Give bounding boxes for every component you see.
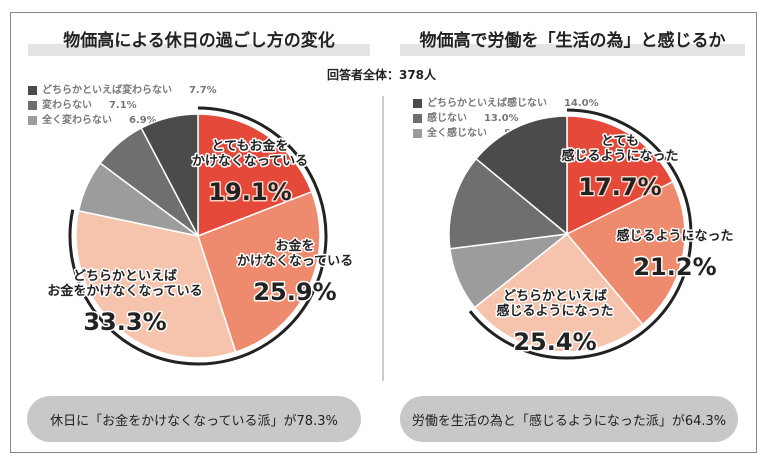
pie-slice — [565, 180, 686, 326]
legend-item: どちらかといえば感じない 14.0% — [413, 96, 599, 111]
slice-label: かけなくなっている — [192, 154, 308, 169]
slice-label: かけなくなっている — [237, 254, 353, 269]
pie-slice — [566, 115, 674, 236]
pie-slice — [473, 232, 644, 353]
legend-swatch — [28, 116, 37, 125]
left-chart-title: 物価高による休日の過ごし方の変化 — [28, 28, 370, 56]
legend-item: 全く変わらない 6.9% — [28, 113, 217, 128]
slice-label: 感じるようになった — [561, 148, 678, 164]
slice-label: どちらかといえば — [73, 269, 177, 284]
slice-value: 21.2% — [633, 253, 716, 281]
pie-slice — [448, 157, 569, 250]
slice-value: 17.7% — [578, 173, 661, 201]
slice-value: 33.3% — [83, 308, 166, 336]
frame — [10, 12, 757, 453]
legend-swatch — [413, 99, 422, 108]
slice-label: とても — [601, 134, 639, 149]
pie-slice — [475, 115, 568, 236]
respondent-count: 回答者全体：378人 — [326, 68, 437, 82]
legend-swatch — [413, 129, 422, 138]
legend-swatch — [28, 86, 37, 95]
right-chart-title: 物価高で労働を「生活の為」と感じるか — [400, 28, 745, 56]
slice-label: お金をかけなくなっている — [47, 283, 202, 299]
right-summary: 労働を生活の為と「感じるようになった派」が64.3% — [400, 396, 738, 442]
slice-label: とてもお金を — [212, 138, 289, 154]
slice-label: お金を — [275, 238, 314, 254]
left-summary: 休日に「お金をかけなくなっている派」が78.3% — [27, 396, 361, 442]
slice-label: 感じるようになった — [496, 303, 613, 319]
slice-label: どちらかといえば — [503, 289, 607, 304]
pie-slice — [197, 113, 313, 238]
highlight-arc — [68, 106, 328, 366]
slice-value: 25.9% — [253, 278, 336, 306]
legend-swatch — [413, 114, 422, 123]
slice-label: 感じるようになった — [616, 228, 733, 244]
divider — [382, 96, 384, 381]
legend-item: どちらかといえば変わらない 7.7% — [28, 83, 217, 98]
highlight-arc — [468, 108, 693, 360]
legend-item: 感じない 13.0% — [413, 111, 599, 126]
pie-slice — [197, 190, 321, 353]
legend-swatch — [28, 101, 37, 110]
left-legend: どちらかといえば変わらない 7.7% 変わらない 7.1% 全く変わらない 6.… — [28, 83, 217, 128]
legend-item: 変わらない 7.1% — [28, 98, 217, 113]
pie-slice — [75, 209, 237, 359]
slice-value: 19.1% — [208, 178, 291, 206]
slice-value: 25.4% — [513, 328, 596, 356]
pie-slice — [140, 113, 199, 237]
